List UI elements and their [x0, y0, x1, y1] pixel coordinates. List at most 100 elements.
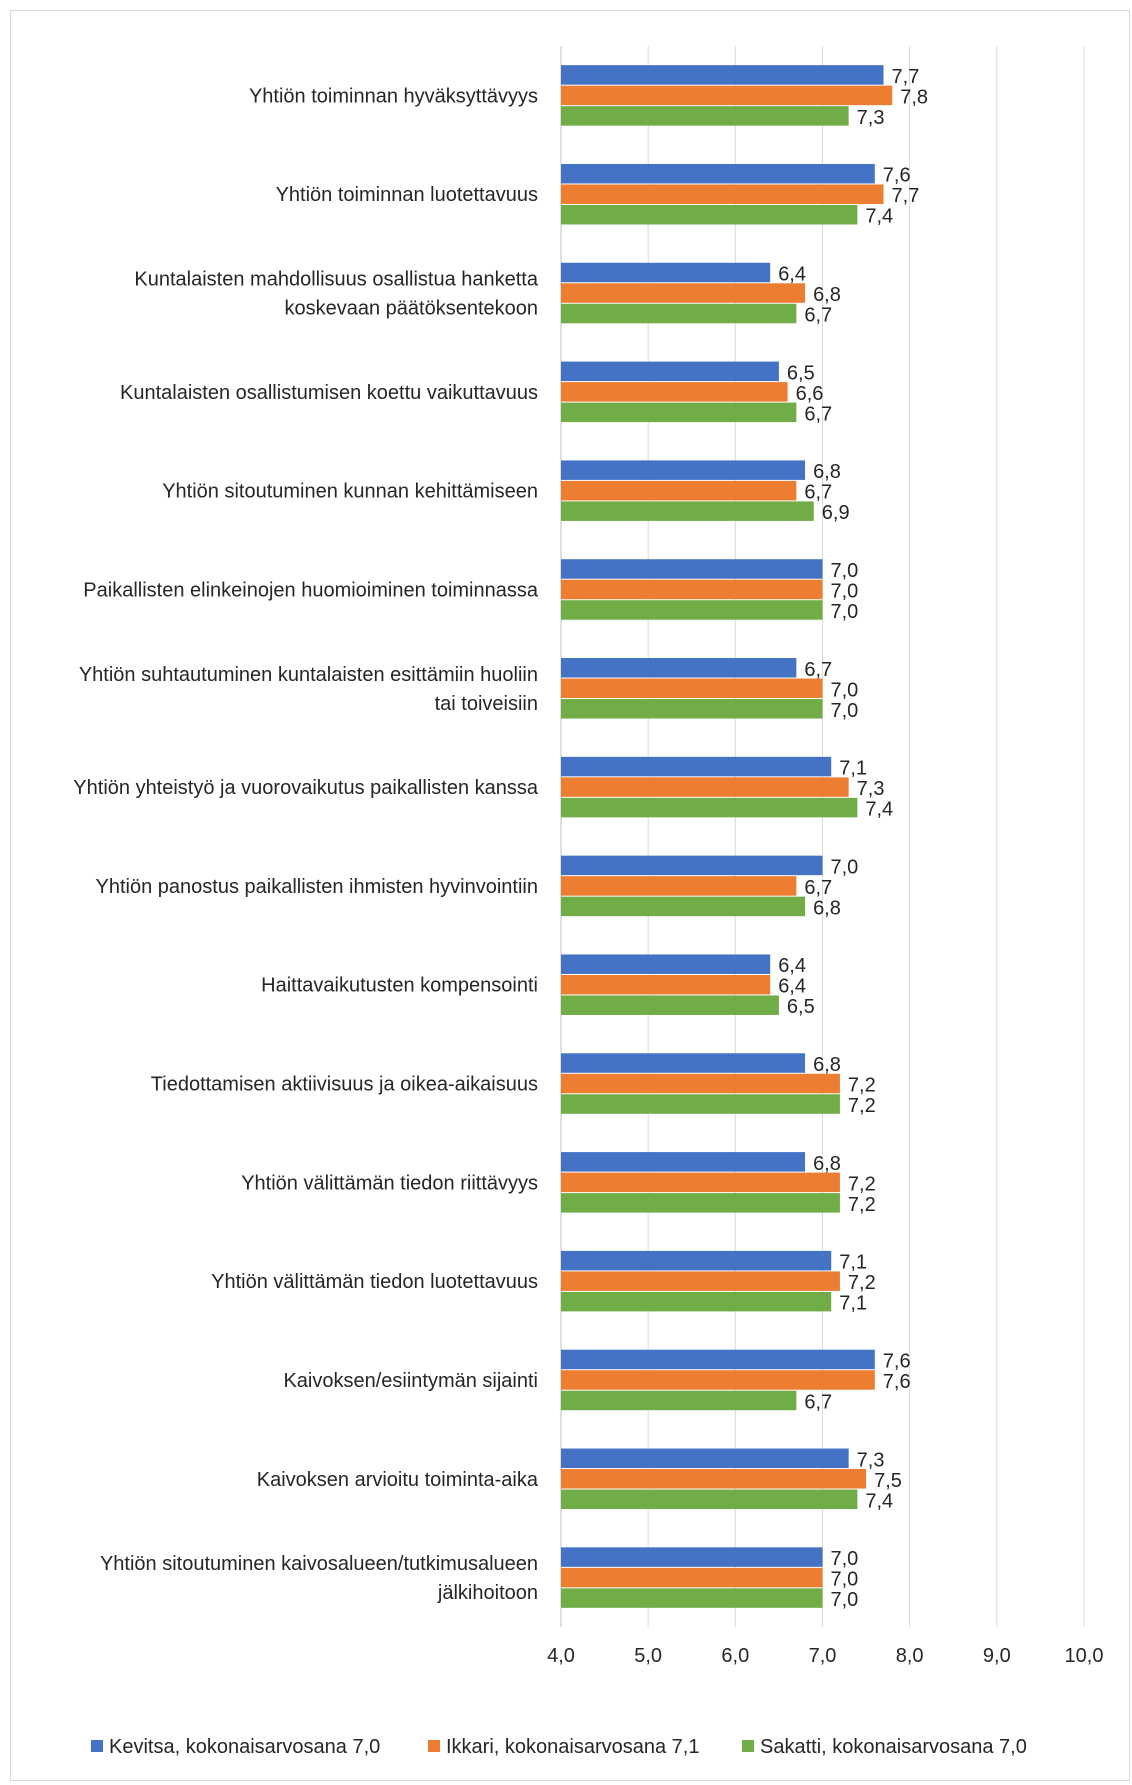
data-label: 7,3 — [857, 1449, 885, 1471]
category-label: Haittavaikutusten kompensointi — [261, 975, 538, 997]
data-label: 7,4 — [865, 1490, 893, 1512]
bar — [561, 184, 884, 204]
data-label: 6,7 — [804, 482, 832, 504]
data-label: 6,7 — [804, 305, 832, 327]
bar — [561, 855, 823, 876]
bar — [561, 163, 875, 184]
data-label: 7,0 — [831, 700, 859, 722]
data-label: 7,7 — [892, 185, 920, 207]
bar — [561, 1370, 875, 1390]
bar — [561, 283, 806, 303]
data-label: 7,3 — [857, 778, 885, 800]
data-label: 7,8 — [900, 86, 928, 108]
data-label: 6,4 — [778, 264, 806, 286]
category-label: Paikallisten elinkeinojen huomioiminen t… — [83, 579, 539, 601]
bar — [561, 65, 884, 85]
data-label: 6,5 — [787, 362, 815, 384]
data-label: 7,1 — [839, 758, 867, 780]
x-tick-label: 6,0 — [721, 1645, 749, 1667]
data-label: 7,6 — [883, 1350, 911, 1372]
bar — [561, 1193, 840, 1213]
bar — [561, 995, 779, 1015]
bar — [561, 756, 832, 777]
category-label: Yhtiön toiminnan luotettavuus — [276, 184, 538, 206]
bar — [561, 1094, 840, 1114]
bar — [561, 974, 771, 995]
data-label: 6,8 — [813, 284, 841, 306]
data-label: 7,7 — [892, 66, 920, 88]
data-label: 7,0 — [831, 679, 859, 701]
bar — [561, 1448, 849, 1469]
bar — [561, 1250, 832, 1271]
bar — [561, 361, 779, 382]
category-label: Yhtiön sitoutuminen kunnan kehittämiseen — [162, 481, 538, 503]
data-label: 6,7 — [804, 403, 832, 425]
bar — [561, 1349, 875, 1370]
data-label: 7,0 — [831, 580, 859, 602]
data-label: 6,5 — [787, 996, 815, 1018]
bar — [561, 262, 771, 283]
bar — [561, 460, 806, 480]
bar — [561, 1567, 823, 1588]
data-label: 7,6 — [883, 165, 911, 187]
category-label: Kuntalaisten mahdollisuus osallistua han… — [134, 269, 538, 291]
data-label: 7,2 — [848, 1272, 876, 1294]
bar — [561, 678, 823, 699]
bar-chart: 7,77,87,37,67,77,46,46,86,76,56,66,76,86… — [73, 46, 1103, 1758]
data-label: 7,2 — [848, 1095, 876, 1117]
data-label: 7,1 — [839, 1252, 867, 1274]
x-tick-label: 9,0 — [983, 1645, 1011, 1667]
bar — [561, 1053, 806, 1073]
data-label: 7,4 — [865, 799, 893, 821]
data-label: 6,8 — [813, 897, 841, 919]
category-label: koskevaan päätöksentekoon — [284, 298, 538, 320]
bar — [561, 204, 858, 225]
category-label: Yhtiön sitoutuminen kaivosalueen/tutkimu… — [100, 1553, 538, 1575]
data-label: 6,8 — [813, 1054, 841, 1076]
category-label: Kuntalaisten osallistumisen koettu vaiku… — [120, 382, 538, 404]
bar — [561, 1152, 806, 1172]
bar — [561, 106, 849, 126]
data-label: 7,0 — [831, 856, 859, 878]
bar — [561, 501, 814, 521]
legend: Kevitsa, kokonaisarvosana 7,0 Ikkari, kok… — [91, 1736, 1027, 1758]
bar — [561, 600, 823, 620]
bar — [561, 954, 771, 974]
data-label: 6,9 — [822, 502, 850, 524]
category-label: Yhtiön välittämän tiedon riittävyys — [241, 1172, 538, 1194]
bar — [561, 699, 823, 719]
data-label: 7,0 — [831, 1589, 859, 1611]
data-label: 7,6 — [883, 1371, 911, 1393]
data-label: 6,4 — [778, 976, 806, 998]
data-label: 6,7 — [804, 659, 832, 681]
bar — [561, 876, 797, 896]
data-label: 7,2 — [848, 1194, 876, 1216]
legend-label: Ikkari, kokonaisarvosana 7,1 — [446, 1736, 699, 1758]
bar — [561, 1547, 823, 1567]
bars — [561, 65, 893, 1608]
bar — [561, 1489, 858, 1510]
bar — [561, 579, 823, 600]
legend-swatch — [91, 1740, 103, 1752]
bar — [561, 777, 849, 797]
bar — [561, 1390, 797, 1411]
category-label: jälkihoitoon — [437, 1582, 538, 1604]
bar — [561, 896, 806, 917]
data-label: 6,8 — [813, 461, 841, 483]
bar — [561, 402, 797, 423]
bar — [561, 658, 797, 678]
data-label: 7,1 — [839, 1293, 867, 1315]
legend-label: Kevitsa, kokonaisarvosana 7,0 — [109, 1736, 380, 1758]
category-labels: Yhtiön toiminnan hyväksyttävyys Yhtiön to… — [73, 85, 539, 1604]
bar — [561, 1073, 840, 1094]
legend-swatch — [428, 1740, 440, 1752]
x-tick-label: 5,0 — [634, 1645, 662, 1667]
bar — [561, 1271, 840, 1291]
category-label: Kaivoksen arvioitu toiminta-aika — [257, 1469, 539, 1491]
bar — [561, 303, 797, 324]
x-tick-label: 4,0 — [547, 1645, 575, 1667]
category-label: Tiedottamisen aktiivisuus ja oikea-aikai… — [151, 1074, 538, 1096]
bar — [561, 480, 797, 501]
data-label: 6,4 — [778, 955, 806, 977]
legend-label: Sakatti, kokonaisarvosana 7,0 — [760, 1736, 1027, 1758]
